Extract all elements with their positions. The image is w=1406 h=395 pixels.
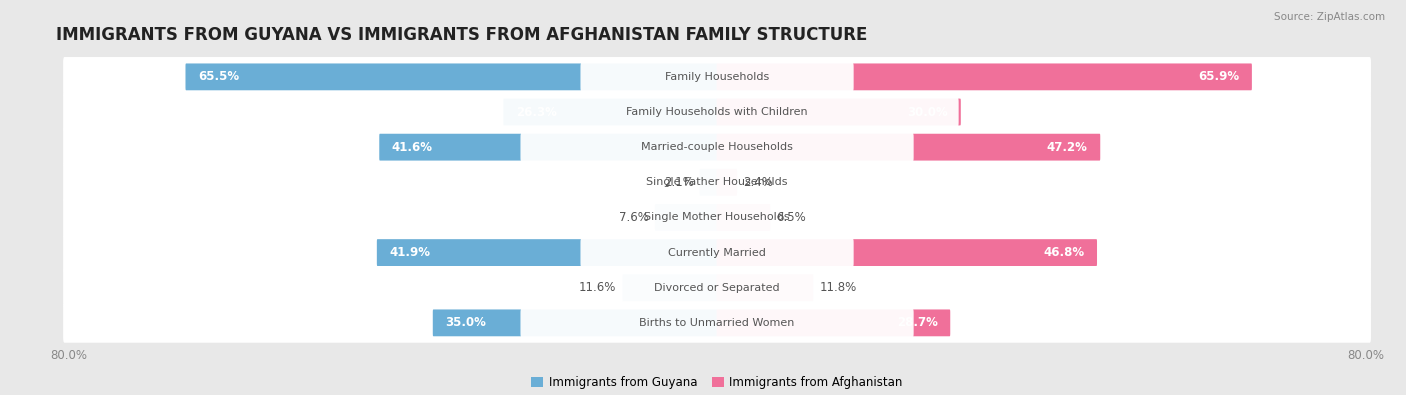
FancyBboxPatch shape — [63, 233, 1371, 273]
Text: Source: ZipAtlas.com: Source: ZipAtlas.com — [1274, 12, 1385, 22]
FancyBboxPatch shape — [717, 204, 770, 231]
Text: 35.0%: 35.0% — [446, 316, 486, 329]
FancyBboxPatch shape — [503, 99, 717, 126]
FancyBboxPatch shape — [63, 92, 1371, 132]
FancyBboxPatch shape — [717, 309, 950, 336]
Text: 46.8%: 46.8% — [1043, 246, 1084, 259]
Text: 7.6%: 7.6% — [619, 211, 650, 224]
Text: 26.3%: 26.3% — [516, 105, 557, 118]
FancyBboxPatch shape — [717, 239, 1097, 266]
Text: 2.1%: 2.1% — [664, 176, 693, 189]
Text: 41.6%: 41.6% — [392, 141, 433, 154]
Text: Married-couple Households: Married-couple Households — [641, 142, 793, 152]
Text: Births to Unmarried Women: Births to Unmarried Women — [640, 318, 794, 328]
FancyBboxPatch shape — [520, 133, 914, 162]
FancyBboxPatch shape — [717, 274, 813, 301]
Text: Single Father Households: Single Father Households — [647, 177, 787, 187]
Text: 28.7%: 28.7% — [897, 316, 938, 329]
FancyBboxPatch shape — [551, 273, 883, 303]
FancyBboxPatch shape — [380, 134, 717, 161]
FancyBboxPatch shape — [717, 169, 737, 196]
FancyBboxPatch shape — [529, 203, 905, 232]
Text: 2.4%: 2.4% — [742, 176, 773, 189]
Text: 30.0%: 30.0% — [907, 105, 948, 118]
Text: Divorced or Separated: Divorced or Separated — [654, 283, 780, 293]
FancyBboxPatch shape — [63, 303, 1371, 343]
Text: 41.9%: 41.9% — [389, 246, 430, 259]
FancyBboxPatch shape — [529, 168, 905, 197]
FancyBboxPatch shape — [63, 268, 1371, 308]
Legend: Immigrants from Guyana, Immigrants from Afghanistan: Immigrants from Guyana, Immigrants from … — [527, 372, 907, 394]
Text: 11.6%: 11.6% — [579, 281, 616, 294]
FancyBboxPatch shape — [520, 308, 914, 338]
Text: 65.5%: 65.5% — [198, 70, 239, 83]
FancyBboxPatch shape — [63, 162, 1371, 202]
Text: Currently Married: Currently Married — [668, 248, 766, 258]
Text: Family Households: Family Households — [665, 72, 769, 82]
FancyBboxPatch shape — [475, 98, 959, 127]
Text: IMMIGRANTS FROM GUYANA VS IMMIGRANTS FROM AFGHANISTAN FAMILY STRUCTURE: IMMIGRANTS FROM GUYANA VS IMMIGRANTS FRO… — [56, 26, 868, 43]
Text: 47.2%: 47.2% — [1046, 141, 1088, 154]
FancyBboxPatch shape — [700, 169, 717, 196]
FancyBboxPatch shape — [717, 64, 1251, 90]
FancyBboxPatch shape — [581, 62, 853, 92]
FancyBboxPatch shape — [581, 238, 853, 267]
FancyBboxPatch shape — [655, 204, 717, 231]
FancyBboxPatch shape — [186, 64, 717, 90]
FancyBboxPatch shape — [63, 198, 1371, 237]
FancyBboxPatch shape — [63, 127, 1371, 167]
FancyBboxPatch shape — [433, 309, 717, 336]
Text: Family Households with Children: Family Households with Children — [626, 107, 808, 117]
FancyBboxPatch shape — [377, 239, 717, 266]
FancyBboxPatch shape — [717, 134, 1101, 161]
Text: 11.8%: 11.8% — [820, 281, 856, 294]
Text: 6.5%: 6.5% — [776, 211, 806, 224]
FancyBboxPatch shape — [717, 99, 960, 126]
Text: 65.9%: 65.9% — [1198, 70, 1239, 83]
Text: Single Mother Households: Single Mother Households — [644, 213, 790, 222]
FancyBboxPatch shape — [63, 57, 1371, 97]
FancyBboxPatch shape — [623, 274, 717, 301]
